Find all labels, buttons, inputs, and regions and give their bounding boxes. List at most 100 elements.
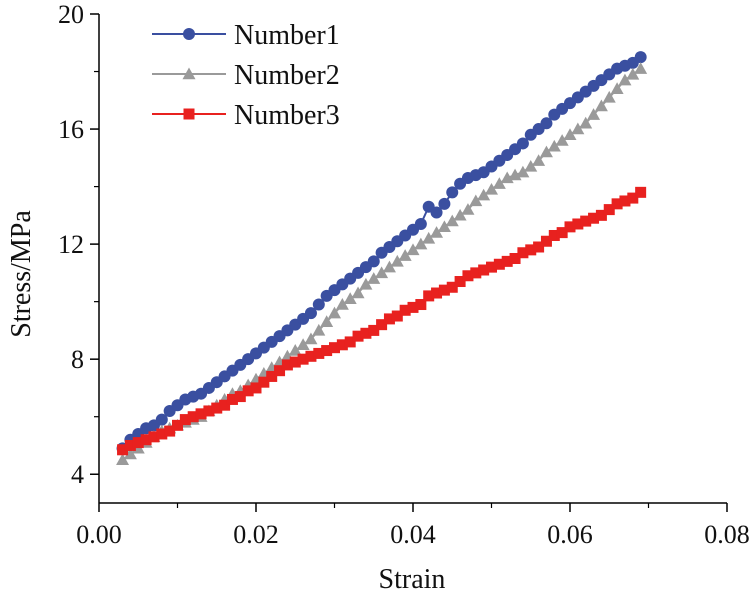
- data-point-number2: [367, 272, 381, 284]
- x-tick-label: 0.00: [76, 520, 122, 549]
- data-point-number3: [595, 209, 607, 221]
- data-point-number3: [619, 195, 631, 207]
- data-point-number2: [445, 214, 459, 227]
- data-point-number3: [580, 215, 592, 227]
- data-point-number3: [132, 437, 144, 449]
- series-line-number2: [121, 67, 642, 461]
- data-point-number3: [627, 192, 639, 204]
- y-axis-title: Stress/MPa: [6, 210, 37, 338]
- data-point-number2: [594, 99, 608, 112]
- data-point-number3: [588, 212, 600, 224]
- data-point-number2: [398, 249, 412, 261]
- data-point-number2: [304, 332, 318, 345]
- data-point-number3: [431, 287, 443, 299]
- data-point-number3: [289, 356, 301, 368]
- data-point-number2: [437, 220, 451, 233]
- data-point-number2: [579, 116, 593, 129]
- data-point-number2: [453, 208, 467, 221]
- series-number1: [116, 51, 647, 455]
- data-point-number3: [462, 270, 474, 282]
- series-number2: [116, 62, 648, 466]
- y-tick-label: 20: [58, 0, 84, 29]
- data-point-number3: [383, 313, 395, 325]
- data-point-number2: [328, 306, 341, 319]
- data-point-number2: [492, 177, 506, 189]
- data-point-number3: [556, 227, 568, 239]
- data-point-number3: [525, 244, 537, 256]
- data-point-number3: [407, 301, 419, 313]
- data-point-number3: [391, 310, 403, 322]
- data-point-number1: [634, 51, 647, 64]
- legend-marker-triangle: [182, 67, 196, 80]
- y-tick-label: 4: [71, 460, 84, 489]
- data-point-number3: [187, 411, 199, 423]
- data-point-number3: [242, 385, 254, 397]
- data-point-number3: [211, 402, 223, 414]
- data-point-number3: [360, 327, 372, 339]
- data-point-number3: [344, 336, 356, 348]
- legend-marker-square: [183, 108, 195, 120]
- data-point-number1: [414, 217, 427, 230]
- data-point-number3: [470, 267, 482, 279]
- data-point-number2: [390, 254, 404, 267]
- data-point-number2: [547, 139, 561, 152]
- data-point-number3: [164, 425, 176, 437]
- data-point-number2: [335, 298, 349, 310]
- data-point-number3: [266, 370, 278, 382]
- x-tick-label: 0.06: [547, 520, 593, 549]
- data-point-number2: [587, 108, 601, 120]
- data-point-number3: [195, 408, 207, 420]
- data-point-number3: [203, 405, 215, 417]
- data-point-number3: [493, 258, 505, 270]
- data-point-number2: [516, 165, 530, 178]
- data-point-number3: [250, 382, 262, 394]
- data-point-number3: [124, 439, 136, 451]
- data-point-number2: [477, 188, 491, 201]
- data-point-number3: [415, 299, 427, 311]
- data-point-number3: [329, 342, 340, 354]
- data-point-number3: [438, 284, 450, 296]
- data-point-number2: [532, 154, 546, 166]
- legend-label: Number1: [234, 20, 340, 51]
- data-point-number2: [563, 128, 577, 141]
- data-point-number2: [312, 323, 326, 336]
- data-point-number2: [406, 243, 420, 256]
- data-point-number3: [258, 376, 270, 388]
- data-point-number1: [155, 413, 168, 426]
- data-point-number2: [555, 134, 569, 146]
- data-point-number1: [304, 307, 317, 320]
- data-point-number3: [297, 353, 309, 365]
- data-point-number3: [172, 419, 183, 431]
- x-tick-label: 0.08: [704, 520, 750, 549]
- legend-marker-circle: [183, 28, 195, 40]
- legend: Number1 Number2 Number3: [152, 20, 340, 131]
- data-point-number3: [368, 324, 380, 336]
- data-point-number3: [305, 350, 317, 362]
- data-point-number2: [422, 231, 436, 244]
- data-point-number3: [336, 339, 348, 351]
- data-point-number3: [454, 276, 466, 288]
- data-point-number3: [446, 281, 458, 293]
- x-tick-label: 0.02: [233, 520, 279, 549]
- data-point-number2: [296, 338, 310, 350]
- data-point-number2: [430, 226, 444, 238]
- data-point-number2: [320, 315, 334, 327]
- data-point-number3: [274, 365, 286, 377]
- data-point-number3: [611, 198, 623, 210]
- series-number3: [117, 186, 647, 456]
- legend-item-number3: Number3: [152, 100, 340, 131]
- data-point-number2: [524, 159, 538, 172]
- data-point-number2: [634, 62, 648, 74]
- data-point-number3: [635, 186, 647, 198]
- data-point-number3: [533, 241, 545, 253]
- data-point-number3: [352, 330, 364, 342]
- legend-label: Number3: [234, 100, 340, 131]
- data-point-number2: [461, 203, 475, 215]
- data-point-number3: [399, 304, 411, 316]
- data-point-number3: [140, 434, 152, 446]
- data-point-number1: [446, 186, 459, 199]
- data-point-number1: [367, 255, 380, 268]
- data-point-number3: [226, 393, 238, 405]
- data-point-number2: [343, 292, 357, 304]
- data-point-number3: [281, 359, 293, 371]
